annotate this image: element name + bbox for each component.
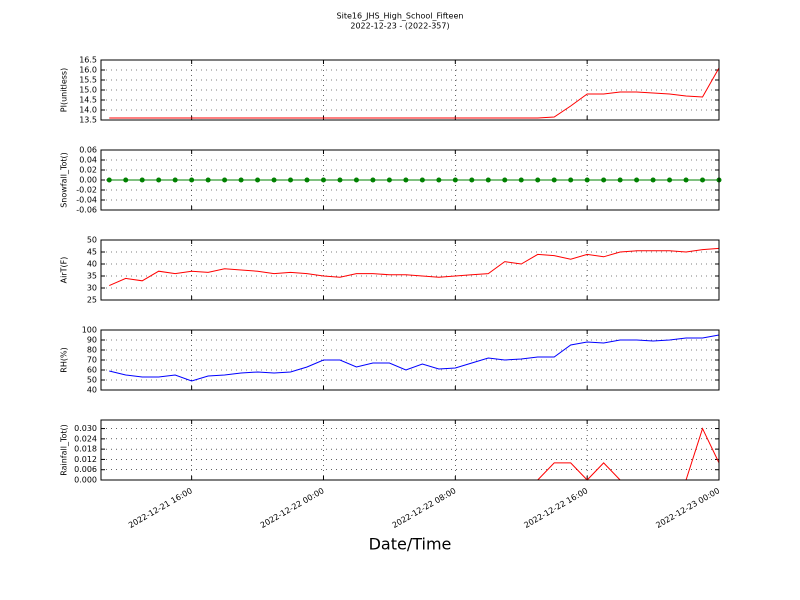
y-tick-label: 0.024 bbox=[74, 434, 97, 443]
data-point bbox=[370, 177, 376, 183]
data-point bbox=[535, 177, 541, 183]
y-tick-label: -0.02 bbox=[76, 186, 97, 195]
data-point bbox=[601, 177, 607, 183]
data-point bbox=[205, 177, 211, 183]
chart-subtitle: 2022-12-23 - (2022-357) bbox=[350, 22, 449, 31]
data-point bbox=[617, 177, 623, 183]
data-point bbox=[634, 177, 640, 183]
y-tick-label: 30 bbox=[87, 284, 97, 293]
y-tick-label: 90 bbox=[87, 336, 97, 345]
chart-title: Site16_JHS_High_School_Fifteen bbox=[337, 12, 464, 21]
y-tick-label: 25 bbox=[87, 296, 97, 305]
y-tick-label: 40 bbox=[87, 386, 97, 395]
y-tick-label: 45 bbox=[87, 248, 97, 257]
y-tick-label: 13.5 bbox=[79, 116, 97, 125]
y-tick-label: 15.0 bbox=[79, 86, 97, 95]
data-point bbox=[452, 177, 458, 183]
data-point bbox=[255, 177, 261, 183]
plot-frame bbox=[100, 329, 720, 391]
data-point bbox=[238, 177, 244, 183]
data-point bbox=[156, 177, 162, 183]
data-point bbox=[469, 177, 475, 183]
y-tick-label: 0.012 bbox=[74, 455, 97, 464]
data-point bbox=[584, 177, 590, 183]
y-tick-label: 0.06 bbox=[79, 146, 97, 155]
y-tick-label: 16.5 bbox=[79, 56, 97, 65]
data-line bbox=[109, 334, 720, 382]
data-point bbox=[386, 177, 392, 183]
data-point bbox=[403, 177, 409, 183]
data-point bbox=[353, 177, 359, 183]
data-point bbox=[700, 177, 706, 183]
y-tick-label: -0.04 bbox=[76, 196, 97, 205]
y-tick-label: 50 bbox=[87, 376, 97, 385]
y-tick-label: 100 bbox=[82, 326, 97, 335]
y-tick-label: 0.000 bbox=[74, 476, 97, 485]
plot-frame bbox=[100, 239, 720, 301]
data-point bbox=[518, 177, 524, 183]
plot-frame bbox=[100, 419, 720, 481]
x-axis-title: Date/Time bbox=[369, 535, 452, 554]
data-point bbox=[123, 177, 129, 183]
y-tick-label: -0.06 bbox=[76, 206, 97, 215]
data-point bbox=[436, 177, 442, 183]
y-tick-label: 0.006 bbox=[74, 465, 97, 474]
data-line bbox=[109, 247, 720, 287]
data-point bbox=[502, 177, 508, 183]
y-axis-title: AirT(F) bbox=[60, 257, 69, 284]
y-axis-title: RH(%) bbox=[60, 347, 69, 372]
y-tick-label: 35 bbox=[87, 272, 97, 281]
y-axis-title: PI(unitless) bbox=[60, 68, 69, 112]
y-tick-label: 0.02 bbox=[79, 166, 97, 175]
data-point bbox=[222, 177, 228, 183]
y-tick-label: 15.5 bbox=[79, 76, 97, 85]
data-point bbox=[419, 177, 425, 183]
y-tick-label: 0.00 bbox=[79, 176, 97, 185]
y-tick-label: 50 bbox=[87, 236, 97, 245]
data-point bbox=[650, 177, 656, 183]
y-tick-label: 60 bbox=[87, 366, 97, 375]
data-point bbox=[271, 177, 277, 183]
y-axis-title: Snowfall_Tot() bbox=[60, 152, 69, 208]
y-tick-label: 0.04 bbox=[79, 156, 97, 165]
data-point bbox=[106, 177, 112, 183]
y-tick-label: 70 bbox=[87, 356, 97, 365]
y-tick-label: 0.018 bbox=[74, 445, 97, 454]
data-line bbox=[109, 67, 720, 119]
y-tick-label: 14.0 bbox=[79, 106, 97, 115]
data-point bbox=[189, 177, 195, 183]
y-tick-label: 16.0 bbox=[79, 66, 97, 75]
data-point bbox=[568, 177, 574, 183]
plot-frame bbox=[100, 149, 720, 211]
data-point bbox=[337, 177, 343, 183]
y-tick-label: 14.5 bbox=[79, 96, 97, 105]
data-point bbox=[320, 177, 326, 183]
data-point bbox=[485, 177, 491, 183]
y-tick-label: 40 bbox=[87, 260, 97, 269]
data-point bbox=[551, 177, 557, 183]
y-tick-label: 80 bbox=[87, 346, 97, 355]
y-tick-label: 0.030 bbox=[74, 424, 97, 433]
data-point bbox=[304, 177, 310, 183]
data-point bbox=[288, 177, 294, 183]
data-point bbox=[683, 177, 689, 183]
data-point bbox=[667, 177, 673, 183]
plot-frame bbox=[100, 59, 720, 121]
data-point bbox=[139, 177, 145, 183]
y-axis-title: Rainfall_Tot() bbox=[60, 424, 69, 476]
data-point bbox=[172, 177, 178, 183]
